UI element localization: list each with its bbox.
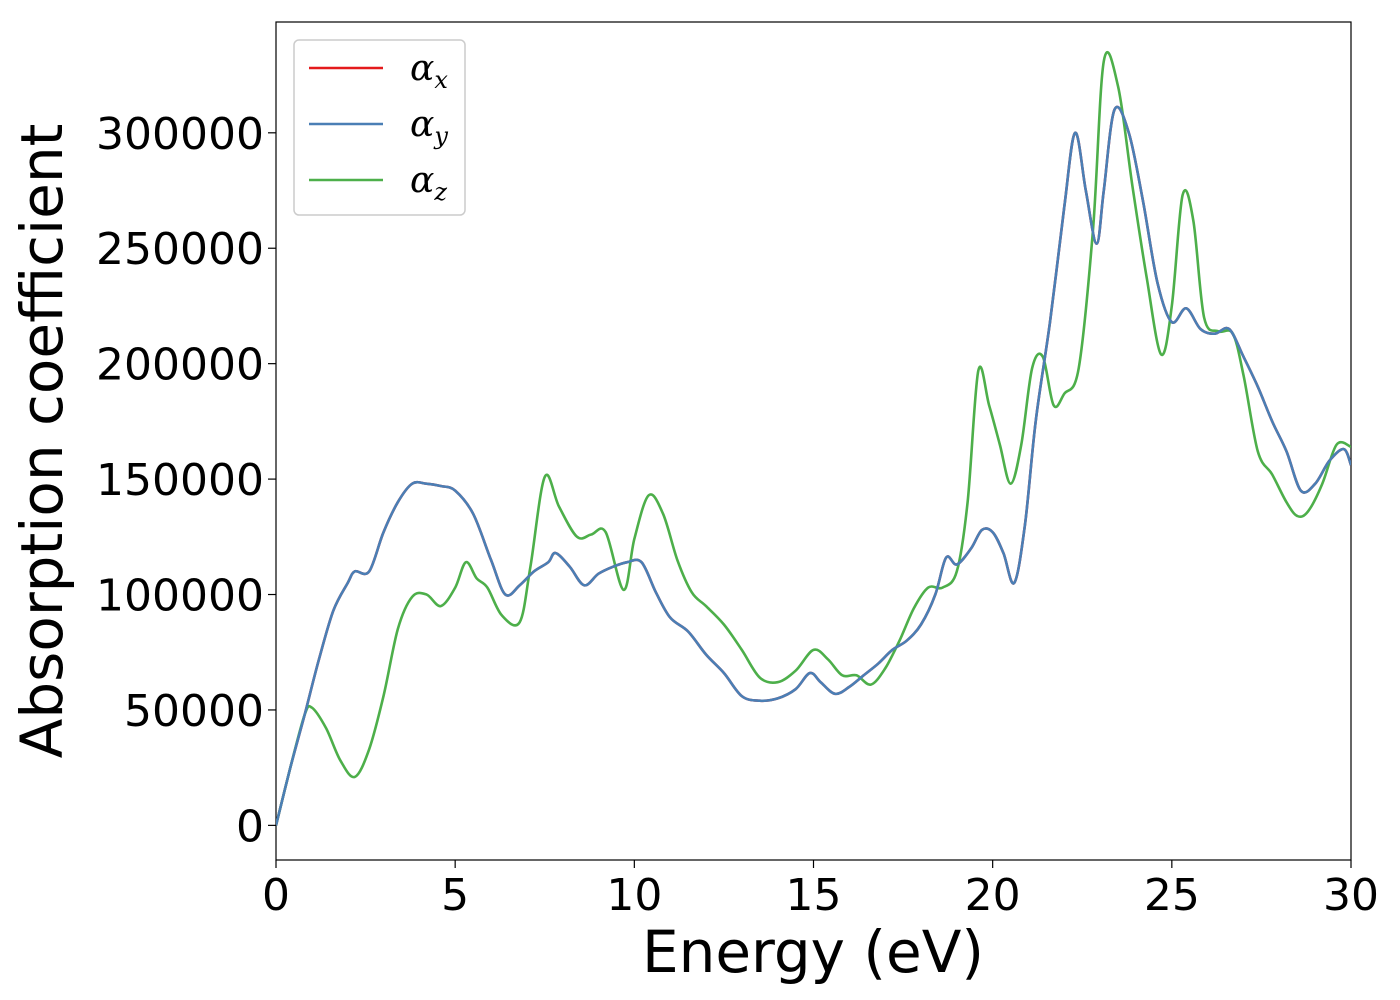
x-tick-label: 25 [1144, 870, 1200, 921]
y-tick-label: 250000 [96, 224, 264, 275]
legend-box [293, 39, 466, 216]
legend-subscript: x [434, 66, 448, 94]
legend-label-alpha-y: αy [410, 104, 448, 150]
y-tick-label: 100000 [96, 571, 264, 622]
legend-symbol: α [410, 160, 434, 201]
legend-label-alpha-x: αx [410, 48, 448, 94]
y-tick-label: 0 [236, 801, 264, 852]
x-axis-ticks: 0 5 10 15 20 25 30 [262, 860, 1379, 921]
legend-label-alpha-z: αz [410, 160, 447, 206]
y-tick-label: 50000 [124, 686, 264, 737]
x-axis-label: Energy (eV) [642, 918, 984, 986]
legend-subscript: y [433, 122, 448, 150]
series-line-alpha-y [276, 105, 1351, 826]
series-line-alpha-z [276, 51, 1351, 826]
x-tick-label: 0 [262, 870, 290, 921]
x-tick-label: 15 [786, 870, 842, 921]
y-tick-label: 150000 [96, 455, 264, 506]
x-tick-label: 10 [606, 870, 662, 921]
series-layer [276, 51, 1351, 826]
y-axis-ticks: 0 50000 100000 150000 200000 250000 300000 [96, 109, 276, 852]
legend-subscript: z [433, 178, 447, 206]
y-tick-label: 200000 [96, 340, 264, 391]
y-axis-label: Absorption coefficient [8, 124, 76, 759]
x-tick-label: 5 [441, 870, 469, 921]
x-tick-label: 30 [1323, 870, 1379, 921]
legend-symbol: α [410, 48, 434, 89]
x-tick-label: 20 [965, 870, 1021, 921]
y-tick-label: 300000 [96, 109, 264, 160]
legend-symbol: α [410, 104, 434, 145]
